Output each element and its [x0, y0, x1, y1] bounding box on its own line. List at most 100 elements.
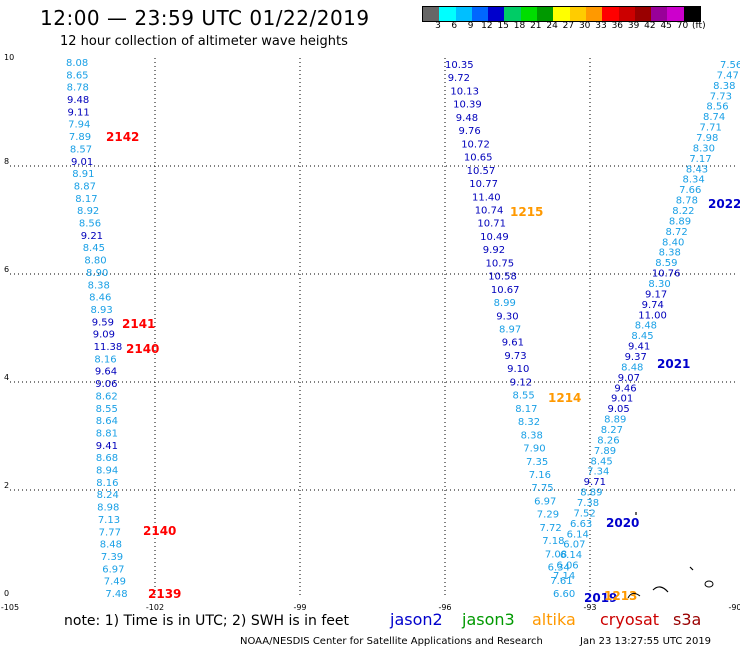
wave-height-value: 9.17	[645, 289, 667, 300]
wave-height-value: 9.64	[95, 367, 117, 378]
wave-height-value: 10.67	[491, 285, 520, 296]
wave-height-value: 10.76	[652, 269, 681, 280]
y-tick-label: 8	[4, 157, 9, 166]
wave-height-value: 10.71	[477, 219, 506, 230]
wave-height-value: 8.46	[89, 293, 111, 304]
wave-height-value: 9.07	[618, 373, 640, 384]
wave-height-value: 8.93	[91, 305, 113, 316]
wave-height-value: 8.55	[513, 391, 535, 402]
legend-s3a: s3a	[673, 610, 701, 629]
wave-height-value: 7.34	[587, 467, 609, 478]
colorbar-swatch	[569, 7, 586, 21]
wave-height-value: 8.38	[659, 248, 681, 259]
wave-height-value: 8.90	[86, 268, 108, 279]
wave-height-value: 8.32	[518, 417, 540, 428]
colorbar-swatch	[585, 7, 603, 21]
colorbar-swatch	[553, 7, 570, 21]
wave-height-value: 8.40	[662, 237, 684, 248]
wave-height-value: 8.80	[84, 256, 106, 267]
legend-jason2-label: jason2	[390, 610, 443, 629]
x-tick-label: -99	[293, 603, 306, 612]
wave-height-value: 7.48	[105, 589, 127, 600]
wave-height-value: 8.59	[655, 258, 677, 269]
wave-height-value: 9.06	[95, 379, 117, 390]
wave-height-value: 8.72	[665, 227, 687, 238]
wave-height-value: 8.38	[713, 81, 735, 92]
wave-height-value: 10.39	[453, 100, 482, 111]
pass-number-label: 2141	[122, 317, 155, 331]
legend-cryosat-label: cryosat	[600, 610, 660, 629]
y-tick-label: 4	[4, 373, 9, 382]
wave-height-value: 7.17	[689, 154, 711, 165]
wave-height-value: 8.98	[97, 503, 119, 514]
colorbar-swatch	[651, 7, 668, 21]
wave-height-value: 10.58	[488, 272, 517, 283]
wave-height-value: 8.48	[100, 540, 122, 551]
colorbar-label: 24	[546, 21, 558, 31]
wave-height-value: 8.24	[97, 490, 119, 501]
colorbar-label: 27	[562, 21, 575, 31]
colorbar-label: 6	[451, 21, 458, 31]
wave-height-value: 7.73	[710, 91, 732, 102]
wave-height-value: 9.05	[608, 404, 630, 415]
legend-altika-label: altika	[532, 610, 576, 629]
wave-height-value: 7.29	[537, 510, 559, 521]
y-tick-label: 10	[4, 53, 14, 62]
wave-height-value: 8.89	[580, 488, 602, 499]
colorbar-label: 70	[676, 21, 689, 31]
wave-height-value: 7.13	[98, 515, 120, 526]
colorbar-swatch	[423, 7, 440, 21]
wave-height-value: 8.22	[672, 206, 694, 217]
wave-height-value: 8.65	[66, 70, 88, 81]
pass-number-label: 2019	[584, 591, 617, 605]
legend-s3a-label: s3a	[673, 610, 702, 629]
wave-height-value: 8.78	[67, 83, 89, 94]
colorbar-label: 21	[530, 21, 542, 31]
wave-height-value: 9.12	[510, 377, 532, 388]
wave-height-value: 8.68	[96, 453, 118, 464]
wave-height-value: 7.47	[717, 70, 739, 81]
wave-height-value: 8.94	[96, 466, 118, 477]
wave-height-value: 8.87	[74, 181, 96, 192]
wave-height-value: 9.41	[96, 441, 118, 452]
wave-height-value: 10.35	[445, 60, 474, 71]
wave-height-value: 7.38	[577, 498, 599, 509]
wave-height-value: 7.75	[531, 483, 553, 494]
wave-height-value: 8.45	[590, 456, 612, 467]
wave-height-value: 7.08	[545, 549, 567, 560]
wave-height-value: 7.16	[529, 470, 551, 481]
wave-height-value: 9.72	[448, 73, 470, 84]
wave-height-value: 11.40	[472, 192, 501, 203]
wave-height-value: 8.92	[77, 206, 99, 217]
wave-height-value: 8.48	[635, 321, 657, 332]
footer-note: note: 1) Time is in UTC; 2) SWH is in fe…	[64, 613, 350, 629]
wave-height-value: 10.74	[475, 205, 504, 216]
wave-height-value: 7.72	[540, 523, 562, 534]
colorbar-label: 45	[660, 21, 672, 31]
y-tick-label: 2	[4, 481, 9, 490]
pass-number-label: 2142	[106, 130, 139, 144]
wave-height-value: 8.62	[95, 391, 117, 402]
wave-height-value: 9.01	[71, 157, 93, 168]
wave-height-value: 9.37	[625, 352, 647, 363]
colorbar-swatch	[602, 7, 619, 21]
wave-height-value: 7.39	[101, 552, 123, 563]
wave-height-value: 7.56	[720, 60, 740, 71]
pass-number-label: 2139	[148, 587, 181, 601]
wave-height-value: 9.11	[67, 107, 89, 118]
wave-height-value: 7.77	[99, 527, 121, 538]
wave-height-value: 9.61	[502, 338, 524, 349]
wave-height-value: 9.74	[642, 300, 664, 311]
colorbar-swatch	[471, 7, 489, 21]
wave-height-value: 8.16	[94, 354, 116, 365]
page-title: 12:00 — 23:59 UTC 01/22/2019	[40, 6, 370, 30]
wave-height-value: 8.55	[96, 404, 118, 415]
pass-number-label: 2022	[708, 197, 740, 211]
legend-jason2: jason2	[390, 610, 443, 629]
pass-number-label: 2021	[657, 357, 690, 371]
pass-number-label: 1215	[510, 205, 543, 219]
colorbar-label: 15	[497, 21, 509, 31]
wave-height-value: 7.98	[696, 133, 718, 144]
colorbar-swatch	[618, 7, 635, 21]
